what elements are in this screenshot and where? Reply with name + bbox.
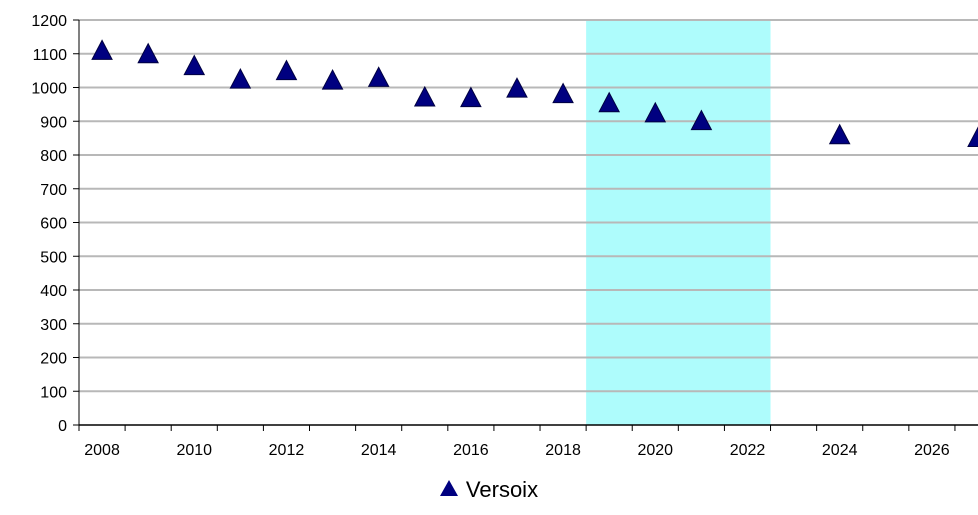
data-point	[229, 67, 252, 89]
x-tick-label: 2024	[822, 442, 858, 459]
x-tick-label: 2020	[637, 442, 673, 459]
scatter-chart: 0 100 200 300 400 500 600 700 800 900 1000 1100 1200…	[31, 13, 978, 459]
x-tick-label: 2010	[176, 442, 212, 459]
y-tick-label: 1000	[31, 81, 67, 98]
y-tick-label: 900	[40, 114, 67, 131]
data-point	[644, 101, 667, 123]
y-tick-label: 700	[40, 182, 67, 199]
data-point	[552, 82, 574, 104]
data-point	[91, 39, 113, 60]
y-tick-label: 400	[40, 283, 67, 300]
data-point	[413, 85, 436, 107]
data-point	[183, 54, 206, 76]
data-point	[321, 69, 344, 90]
x-tick-label: 2022	[730, 442, 766, 459]
x-tick-label: 2012	[269, 442, 305, 459]
data-point	[460, 86, 482, 108]
x-tick-label: 2026	[914, 442, 950, 459]
data-point	[137, 42, 159, 64]
y-tick-label: 600	[40, 216, 67, 233]
data-point	[598, 91, 621, 113]
y-tick-label: 0	[58, 418, 67, 435]
y-tick-label: 1200	[31, 13, 67, 30]
y-tick-label: 200	[40, 351, 67, 368]
legend: Versoix	[0, 477, 978, 503]
data-point	[506, 77, 528, 98]
legend-label: Versoix	[465, 477, 539, 502]
data-point	[967, 126, 978, 147]
y-tick-label: 800	[40, 148, 67, 165]
y-tick-label: 300	[40, 317, 67, 334]
y-tick-label: 500	[40, 249, 67, 266]
data-point	[275, 59, 298, 81]
y-tick-label: 100	[40, 384, 67, 401]
data-point	[690, 109, 713, 131]
y-tick-label: 1100	[33, 47, 68, 64]
x-tick-label: 2018	[545, 442, 581, 459]
legend-triangle-marker	[439, 480, 458, 496]
data-point	[828, 123, 851, 145]
x-tick-label: 2008	[84, 442, 120, 459]
data-point	[367, 66, 390, 87]
x-tick-label: 2014	[361, 442, 397, 459]
x-tick-label: 2016	[453, 442, 489, 459]
